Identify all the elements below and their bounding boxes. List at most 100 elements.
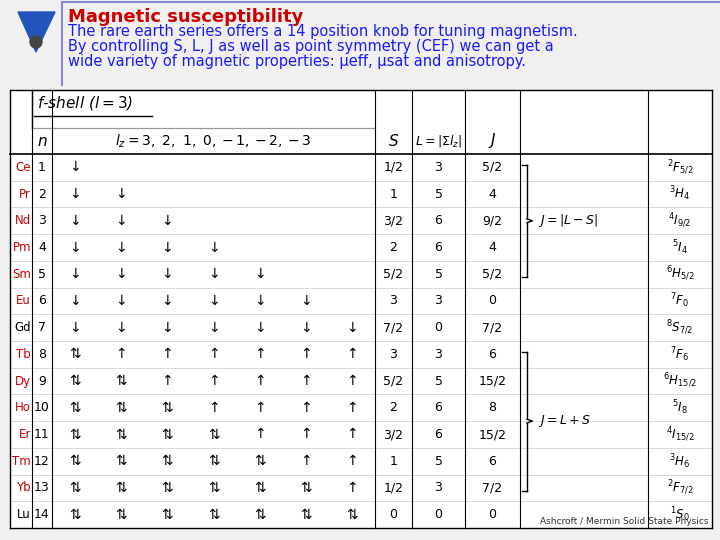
Text: ⇅: ⇅ [69, 428, 81, 442]
Text: 8: 8 [488, 401, 497, 414]
Text: ↓: ↓ [254, 267, 266, 281]
Text: 5/2: 5/2 [384, 268, 404, 281]
Text: 1/2: 1/2 [384, 161, 403, 174]
Text: ↑: ↑ [254, 401, 266, 415]
Text: $^{4}I_{9/2}$: $^{4}I_{9/2}$ [668, 212, 692, 230]
Text: 7/2: 7/2 [384, 321, 404, 334]
Text: ↓: ↓ [115, 294, 127, 308]
Text: $^{7}F_{6}$: $^{7}F_{6}$ [670, 345, 690, 364]
Text: ⇅: ⇅ [161, 481, 174, 495]
Text: 4: 4 [38, 241, 46, 254]
Text: Dy: Dy [15, 375, 31, 388]
Text: $J$: $J$ [488, 132, 497, 151]
Text: 2: 2 [390, 401, 397, 414]
Text: ⇅: ⇅ [115, 401, 127, 415]
Text: 5/2: 5/2 [482, 161, 503, 174]
Text: 3: 3 [435, 161, 442, 174]
Text: ↓: ↓ [161, 214, 174, 228]
Text: 7: 7 [38, 321, 46, 334]
Text: ⇅: ⇅ [161, 428, 174, 442]
Text: The rare earth series offers a 14 position knob for tuning magnetism.: The rare earth series offers a 14 positi… [68, 24, 577, 39]
Text: ↑: ↑ [207, 347, 220, 361]
Text: 3/2: 3/2 [384, 428, 403, 441]
Text: $^{8}S_{7/2}$: $^{8}S_{7/2}$ [666, 319, 693, 337]
Text: ⇅: ⇅ [115, 428, 127, 442]
Text: 0: 0 [434, 321, 443, 334]
Text: 11: 11 [34, 428, 50, 441]
Text: 2: 2 [390, 241, 397, 254]
Text: Gd: Gd [14, 321, 31, 334]
Text: 9/2: 9/2 [482, 214, 503, 227]
Text: Pm: Pm [12, 241, 31, 254]
Polygon shape [18, 12, 55, 52]
Text: Yb: Yb [17, 482, 31, 495]
Text: ↑: ↑ [115, 347, 127, 361]
Text: $L=|\Sigma l_z|$: $L=|\Sigma l_z|$ [415, 133, 462, 149]
Text: $^{4}I_{15/2}$: $^{4}I_{15/2}$ [666, 426, 694, 444]
Text: ↑: ↑ [346, 374, 358, 388]
Text: 3: 3 [435, 294, 442, 307]
Text: 4: 4 [489, 187, 496, 200]
Text: ↓: ↓ [161, 240, 174, 254]
Text: Sm: Sm [12, 268, 31, 281]
Text: 1/2: 1/2 [384, 482, 403, 495]
Text: Ho: Ho [15, 401, 31, 414]
Text: ⇅: ⇅ [115, 508, 127, 522]
Text: $^{3}H_{6}$: $^{3}H_{6}$ [670, 452, 690, 470]
Text: 2: 2 [38, 187, 46, 200]
Text: ↓: ↓ [207, 267, 220, 281]
Text: 14: 14 [34, 508, 50, 521]
Text: 6: 6 [435, 401, 442, 414]
Text: Nd: Nd [14, 214, 31, 227]
Text: ↓: ↓ [254, 321, 266, 335]
Text: ⇅: ⇅ [115, 454, 127, 468]
Text: 5/2: 5/2 [384, 375, 404, 388]
Text: 3: 3 [38, 214, 46, 227]
Text: 5: 5 [38, 268, 46, 281]
Text: ↑: ↑ [346, 347, 358, 361]
Text: ⇅: ⇅ [161, 508, 174, 522]
Text: 3: 3 [435, 348, 442, 361]
Text: ⇅: ⇅ [161, 454, 174, 468]
Text: $^{5}I_{4}$: $^{5}I_{4}$ [672, 238, 688, 257]
Text: ⇅: ⇅ [69, 508, 81, 522]
Text: 9: 9 [38, 375, 46, 388]
Text: ↓: ↓ [161, 267, 174, 281]
Text: Magnetic susceptibility: Magnetic susceptibility [68, 8, 303, 26]
Text: ↑: ↑ [254, 374, 266, 388]
Text: $^{1}S_{0}$: $^{1}S_{0}$ [670, 505, 690, 524]
Text: $^{2}F_{7/2}$: $^{2}F_{7/2}$ [667, 479, 693, 497]
Text: $^{6}H_{5/2}$: $^{6}H_{5/2}$ [665, 265, 694, 284]
Text: 0: 0 [390, 508, 397, 521]
Text: ⇅: ⇅ [207, 454, 220, 468]
Text: $f$-shell ($l = 3$): $f$-shell ($l = 3$) [37, 94, 133, 112]
Text: Lu: Lu [17, 508, 31, 521]
Text: ↓: ↓ [115, 267, 127, 281]
Text: Pr: Pr [19, 187, 31, 200]
Text: 12: 12 [34, 455, 50, 468]
Text: ↓: ↓ [300, 294, 312, 308]
Text: $n$: $n$ [37, 133, 48, 148]
Text: ↓: ↓ [254, 294, 266, 308]
Text: ↓: ↓ [161, 321, 174, 335]
Text: 6: 6 [38, 294, 46, 307]
Text: 5/2: 5/2 [482, 268, 503, 281]
Text: ⇅: ⇅ [69, 347, 81, 361]
Text: ↓: ↓ [115, 214, 127, 228]
Text: 6: 6 [435, 428, 442, 441]
Text: 7/2: 7/2 [482, 482, 503, 495]
Text: Tb: Tb [17, 348, 31, 361]
Text: $J = |L - S|$: $J = |L - S|$ [538, 212, 598, 230]
Text: wide variety of magnetic properties: μeff, μsat and anisotropy.: wide variety of magnetic properties: μef… [68, 54, 526, 69]
Text: By controlling S, L, J as well as point symmetry (CEF) we can get a: By controlling S, L, J as well as point … [68, 39, 554, 54]
Text: 5: 5 [434, 455, 443, 468]
Text: $^{2}F_{5/2}$: $^{2}F_{5/2}$ [667, 158, 693, 177]
Text: ↓: ↓ [115, 240, 127, 254]
Text: 4: 4 [489, 241, 496, 254]
Text: 3: 3 [390, 294, 397, 307]
Text: ⇅: ⇅ [300, 508, 312, 522]
Text: $^{3}H_{4}$: $^{3}H_{4}$ [670, 185, 690, 204]
Text: 6: 6 [489, 455, 496, 468]
Text: Ashcroft / Mermin Solid State Physics: Ashcroft / Mermin Solid State Physics [541, 517, 709, 526]
Text: ↓: ↓ [69, 321, 81, 335]
